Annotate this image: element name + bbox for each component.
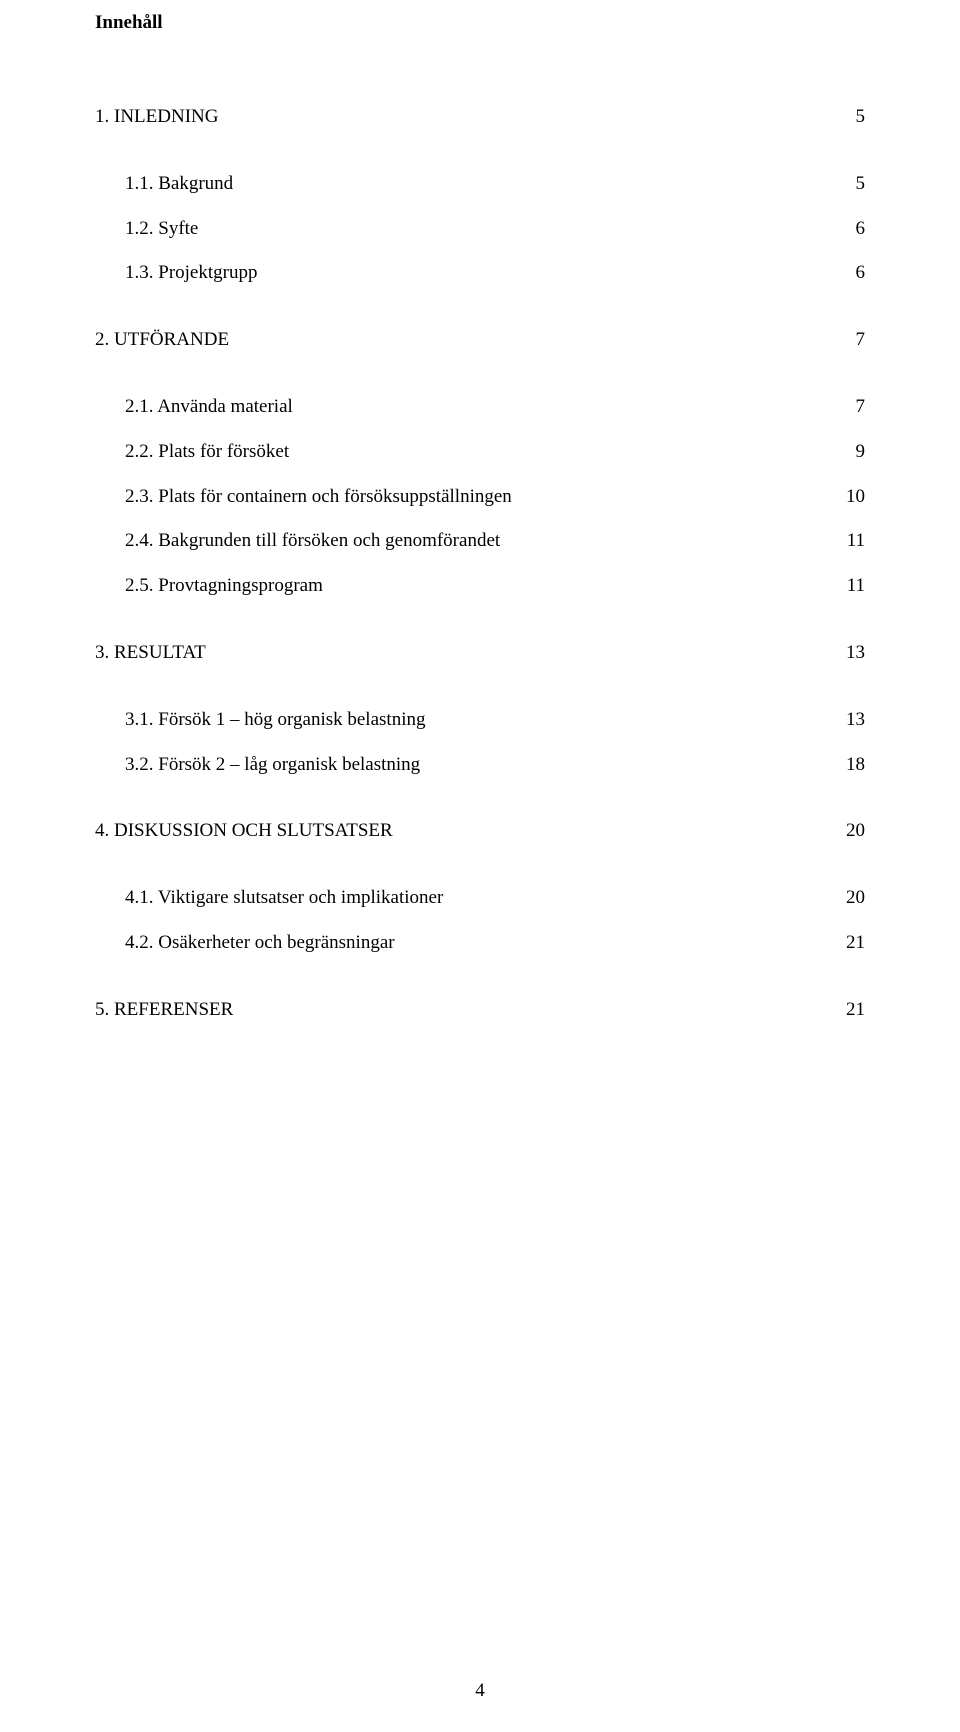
toc-entry-label: 2.5. Provtagningsprogram xyxy=(95,575,323,598)
toc-entry-label: 1.3. Projektgrupp xyxy=(95,262,257,285)
toc-title: Innehåll xyxy=(95,12,865,34)
toc-entry-page: 11 xyxy=(827,530,865,553)
toc-entry-label: 3. RESULTAT xyxy=(95,642,206,665)
toc-entry: 2.5. Provtagningsprogram 11 xyxy=(95,575,865,598)
toc-entry-label: 4.2. Osäkerheter och begränsningar xyxy=(95,932,395,955)
toc-entry-page: 7 xyxy=(836,329,866,352)
toc-entry-page: 21 xyxy=(826,999,865,1022)
toc-entry: 2. UTFÖRANDE 7 xyxy=(95,329,865,352)
toc-entry-label: 4. DISKUSSION OCH SLUTSATSER xyxy=(95,820,393,843)
toc-entry-label: 3.2. Försök 2 – låg organisk belastning xyxy=(95,754,420,777)
toc-entry: 4.2. Osäkerheter och begränsningar 21 xyxy=(95,932,865,955)
toc-entry: 3. RESULTAT 13 xyxy=(95,642,865,665)
toc-entry-label: 2.4. Bakgrunden till försöken och genomf… xyxy=(95,530,500,553)
toc-entry-page: 13 xyxy=(826,642,865,665)
table-of-contents: 1. INLEDNING51.1. Bakgrund51.2. Syfte61.… xyxy=(95,106,865,1022)
toc-entry-page: 20 xyxy=(826,887,865,910)
toc-entry-label: 2.2. Plats för försöket xyxy=(95,441,289,464)
toc-entry-page: 6 xyxy=(836,218,866,241)
toc-entry-label: 5. REFERENSER xyxy=(95,999,233,1022)
toc-entry: 4.1. Viktigare slutsatser och implikatio… xyxy=(95,887,865,910)
toc-entry-page: 9 xyxy=(836,441,866,464)
toc-entry: 3.1. Försök 1 – hög organisk belastning 1… xyxy=(95,709,865,732)
toc-entry-label: 2. UTFÖRANDE xyxy=(95,329,229,352)
toc-entry: 2.2. Plats för försöket 9 xyxy=(95,441,865,464)
toc-entry: 5. REFERENSER 21 xyxy=(95,999,865,1022)
toc-entry-page: 21 xyxy=(826,932,865,955)
toc-entry-label: 2.3. Plats för containern och försöksupp… xyxy=(95,486,512,509)
toc-entry-page: 20 xyxy=(826,820,865,843)
toc-entry: 2.1. Använda material 7 xyxy=(95,396,865,419)
toc-entry-label: 1.2. Syfte xyxy=(95,218,198,241)
toc-entry-label: 1. INLEDNING xyxy=(95,106,218,129)
toc-entry-label: 3.1. Försök 1 – hög organisk belastning xyxy=(95,709,425,732)
page-number: 4 xyxy=(0,1680,960,1702)
toc-entry-page: 6 xyxy=(836,262,866,285)
toc-entry: 2.3. Plats för containern och försöksupp… xyxy=(95,486,865,509)
toc-entry-page: 10 xyxy=(826,486,865,509)
document-page: Innehåll 1. INLEDNING 5 1.1. Bakgrund 5 1.2.… xyxy=(0,0,960,1732)
toc-entry: 1.3. Projektgrupp 6 xyxy=(95,262,865,285)
toc-entry-label: 4.1. Viktigare slutsatser och implikatio… xyxy=(95,887,443,910)
toc-entry-label: 1.1. Bakgrund xyxy=(95,173,233,196)
toc-entry-label: 2.1. Använda material xyxy=(95,396,293,419)
toc-entry-page: 18 xyxy=(826,754,865,777)
toc-entry-page: 5 xyxy=(836,173,866,196)
toc-entry: 1.2. Syfte 6 xyxy=(95,218,865,241)
toc-entry: 1. INLEDNING 5 xyxy=(95,106,865,129)
toc-entry: 2.4. Bakgrunden till försöken och genomf… xyxy=(95,530,865,553)
toc-entry: 4. DISKUSSION OCH SLUTSATSER 20 xyxy=(95,820,865,843)
toc-entry: 3.2. Försök 2 – låg organisk belastning 1… xyxy=(95,754,865,777)
toc-entry-page: 11 xyxy=(827,575,865,598)
toc-entry-page: 13 xyxy=(826,709,865,732)
toc-entry-page: 7 xyxy=(836,396,866,419)
toc-entry-page: 5 xyxy=(836,106,866,129)
toc-entry: 1.1. Bakgrund 5 xyxy=(95,173,865,196)
